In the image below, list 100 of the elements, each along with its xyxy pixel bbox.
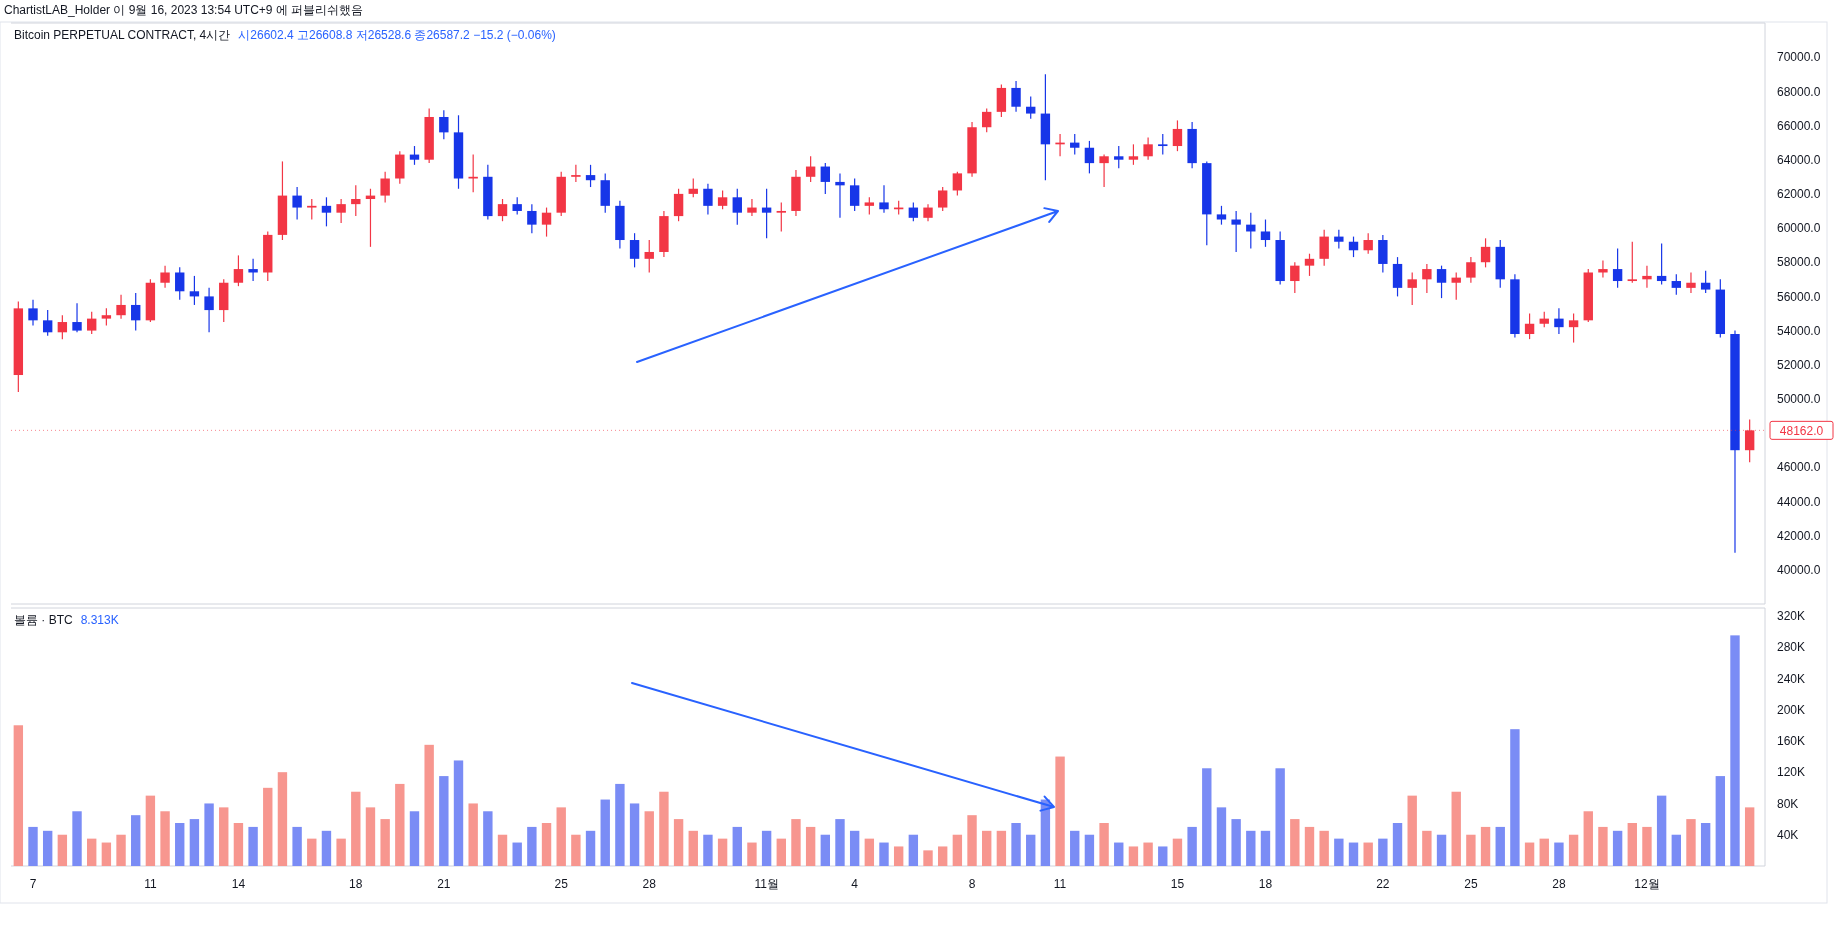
bar [1275, 768, 1285, 866]
bar [864, 838, 875, 866]
bar [424, 744, 434, 866]
y-tick-label: 42000.0 [1777, 528, 1821, 543]
bar [1436, 834, 1447, 866]
candlestick [248, 258, 258, 282]
candlestick [1334, 229, 1344, 250]
bar [835, 819, 845, 866]
bar [1715, 776, 1726, 866]
ref-line-label: 48162.0 [1779, 423, 1824, 438]
y-tick-label: 46000.0 [1777, 460, 1821, 475]
bar [292, 826, 302, 866]
candlestick [1319, 229, 1329, 267]
candlestick [1422, 263, 1432, 294]
bar [1348, 842, 1359, 866]
bar [849, 830, 860, 866]
bar [1612, 830, 1623, 866]
candlestick [732, 188, 742, 226]
bar [175, 823, 185, 866]
candlestick [585, 164, 596, 188]
bar [1422, 830, 1432, 866]
candlestick [571, 164, 581, 183]
candlestick [380, 171, 390, 204]
y-tick-label: 320K [1777, 609, 1806, 624]
bar [673, 819, 684, 866]
bar [233, 823, 244, 866]
candlestick [204, 287, 214, 333]
y-tick-label: 52000.0 [1777, 357, 1821, 372]
candlestick [952, 171, 963, 197]
x-tick-label: 18 [1258, 877, 1273, 891]
candlestick [1671, 273, 1681, 296]
bar [1656, 795, 1667, 866]
bar [189, 819, 200, 866]
x-tick-label: 28 [1552, 877, 1566, 891]
bar [996, 830, 1007, 866]
candlestick [717, 189, 728, 210]
bar [937, 846, 948, 866]
bar [1480, 826, 1491, 866]
y-tick-label: 64000.0 [1777, 152, 1821, 167]
bar [717, 838, 728, 866]
candlestick [1143, 136, 1153, 161]
candlestick [1407, 271, 1417, 306]
candlestick [1466, 256, 1476, 284]
candlestick [1172, 119, 1183, 152]
bar [967, 815, 977, 866]
y-tick-label: 60000.0 [1777, 221, 1821, 236]
candlestick [673, 188, 684, 222]
bar [1172, 838, 1183, 866]
candlestick [1524, 312, 1535, 340]
bar [145, 795, 156, 866]
candlestick [982, 107, 992, 133]
candlestick [644, 239, 654, 274]
candlestick [1304, 253, 1315, 277]
y-tick-label: 66000.0 [1777, 118, 1821, 133]
candlestick [996, 83, 1007, 118]
bar [1143, 842, 1153, 866]
y-tick-label: 44000.0 [1777, 494, 1821, 509]
candlestick [1568, 312, 1579, 344]
bar [483, 811, 493, 866]
candlestick [1260, 218, 1271, 248]
chart-title: Bitcoin PERPETUAL CONTRACT, 4시간 [14, 28, 231, 42]
bar [1070, 830, 1080, 866]
y-tick-label: 62000.0 [1777, 187, 1821, 202]
bar [1730, 635, 1740, 866]
bar [1700, 823, 1711, 866]
candlestick [1290, 261, 1300, 294]
bar [1451, 791, 1461, 866]
bar [1114, 842, 1124, 866]
bar [1187, 826, 1197, 866]
bar [688, 830, 698, 866]
candlestick [805, 155, 816, 183]
candlestick [1451, 271, 1461, 301]
x-tick-label: 12월 [1634, 877, 1660, 891]
bar [365, 807, 376, 866]
bar [307, 838, 317, 866]
bar [395, 783, 405, 866]
candlestick [1378, 234, 1388, 274]
bar [160, 811, 170, 866]
bar [1216, 807, 1227, 866]
candlestick [1070, 133, 1080, 156]
bar [1055, 756, 1065, 866]
candlestick [1084, 140, 1095, 174]
bar [1627, 823, 1637, 866]
bar [1363, 842, 1373, 866]
y-tick-label: 200K [1777, 702, 1806, 717]
candlestick [1363, 232, 1373, 255]
candlestick [160, 265, 170, 289]
bar [336, 838, 346, 866]
bar [761, 830, 772, 866]
y-tick-label: 40000.0 [1777, 563, 1821, 578]
bar [116, 834, 126, 866]
bar [453, 760, 464, 866]
bar [908, 834, 919, 866]
bar [820, 834, 831, 866]
candlestick [1099, 153, 1109, 188]
chart-subtitle: 시26602.4 고26608.8 저26528.6 종26587.2 −15.2 (−0.06%) [238, 28, 556, 42]
bar [409, 811, 420, 866]
candlestick [468, 153, 478, 193]
candlestick [1011, 80, 1021, 113]
candlestick [57, 314, 68, 340]
